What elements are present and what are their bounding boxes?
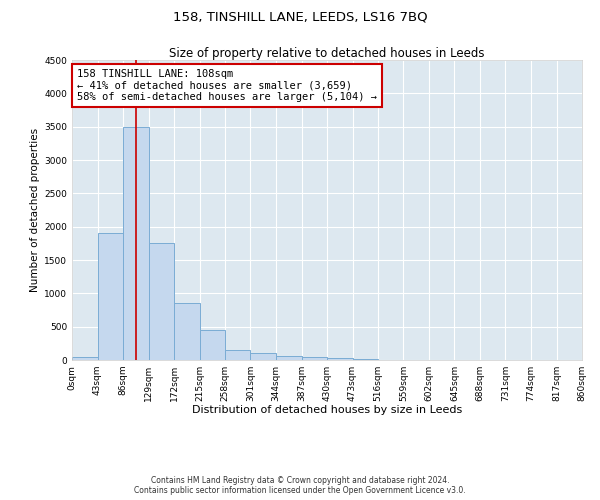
Text: 158, TINSHILL LANE, LEEDS, LS16 7BQ: 158, TINSHILL LANE, LEEDS, LS16 7BQ (173, 10, 427, 23)
Bar (225, 350, 251, 360)
X-axis label: Distribution of detached houses by size in Leeds: Distribution of detached houses by size … (192, 406, 462, 415)
Title: Size of property relative to detached houses in Leeds: Size of property relative to detached ho… (169, 47, 485, 60)
Bar (174, 304, 199, 360)
Bar (327, 358, 353, 360)
Bar (149, 244, 174, 360)
Bar (72, 356, 97, 360)
Bar (199, 330, 225, 360)
Bar (276, 356, 302, 360)
Bar (123, 126, 149, 360)
Bar (302, 358, 327, 360)
Text: Contains HM Land Registry data © Crown copyright and database right 2024.
Contai: Contains HM Land Registry data © Crown c… (134, 476, 466, 495)
Bar (97, 234, 123, 360)
Bar (251, 354, 276, 360)
Text: 158 TINSHILL LANE: 108sqm
← 41% of detached houses are smaller (3,659)
58% of se: 158 TINSHILL LANE: 108sqm ← 41% of detac… (77, 69, 377, 102)
Y-axis label: Number of detached properties: Number of detached properties (30, 128, 40, 292)
